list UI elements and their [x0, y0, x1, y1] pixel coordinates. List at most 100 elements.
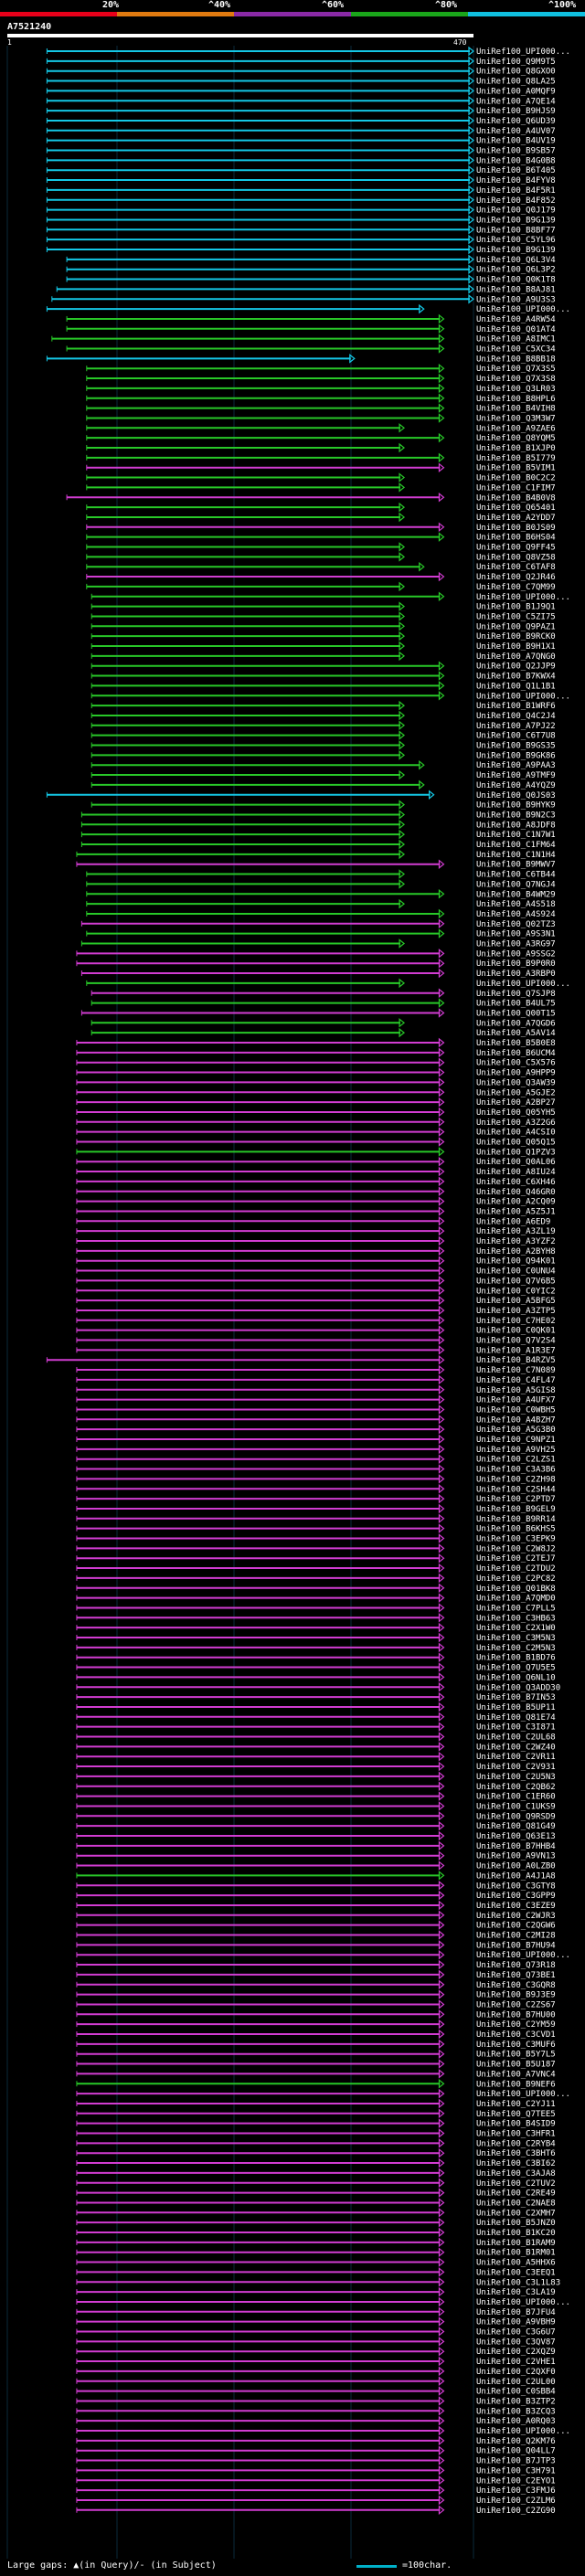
hit-label[interactable]: UniRef100_Q4C2J4	[476, 712, 556, 721]
hit-label[interactable]: UniRef100_Q7NGJ4	[476, 880, 556, 889]
hit-label[interactable]: UniRef100_B7JTP3	[476, 2457, 556, 2466]
hit-label[interactable]: UniRef100_C6TB44	[476, 871, 556, 880]
hit-label[interactable]: UniRef100_Q8GXO0	[476, 68, 556, 77]
hit-label[interactable]: UniRef100_A9S3N1	[476, 930, 556, 939]
hit-label[interactable]: UniRef100_Q3M3W7	[476, 414, 556, 423]
hit-label[interactable]: UniRef100_A5Z5J1	[476, 1207, 556, 1216]
hit-label[interactable]: UniRef100_B7KWX4	[476, 673, 556, 682]
hit-label[interactable]: UniRef100_C2X1W0	[476, 1624, 556, 1633]
hit-label[interactable]: UniRef100_C2U5N3	[476, 1773, 556, 1782]
hit-label[interactable]: UniRef100_A9VN13	[476, 1852, 556, 1861]
hit-label[interactable]: UniRef100_B8BF77	[476, 226, 556, 235]
hit-label[interactable]: UniRef100_A4S924	[476, 910, 556, 919]
hit-label[interactable]: UniRef100_C3HB63	[476, 1614, 556, 1623]
hit-label[interactable]: UniRef100_C3L1L83	[476, 2278, 560, 2287]
hit-label[interactable]: UniRef100_C2ZH98	[476, 1475, 556, 1484]
hit-label[interactable]: UniRef100_B7IN53	[476, 1693, 556, 1702]
hit-label[interactable]: UniRef100_C2YM59	[476, 2020, 556, 2030]
hit-label[interactable]: UniRef100_C2UL68	[476, 1733, 556, 1743]
hit-label[interactable]: UniRef100_B4B0V8	[476, 493, 556, 503]
hit-label[interactable]: UniRef100_Q05YH5	[476, 1108, 556, 1118]
hit-label[interactable]: UniRef100_A2BYH8	[476, 1247, 556, 1256]
hit-label[interactable]: UniRef100_C2PC82	[476, 1574, 556, 1584]
hit-label[interactable]: UniRef100_UPI000...	[476, 980, 570, 989]
hit-label[interactable]: UniRef100_A9ZAE6	[476, 424, 556, 433]
hit-label[interactable]: UniRef100_A2CQ09	[476, 1198, 556, 1207]
hit-label[interactable]: UniRef100_C2SH44	[476, 1485, 556, 1494]
hit-label[interactable]: UniRef100_A6ED9	[476, 1217, 550, 1226]
hit-label[interactable]: UniRef100_Q3ADD30	[476, 1683, 560, 1692]
hit-label[interactable]: UniRef100_Q94K01	[476, 1257, 556, 1267]
hit-label[interactable]: UniRef100_UPI000...	[476, 593, 570, 602]
hit-label[interactable]: UniRef100_Q63E13	[476, 1832, 556, 1841]
hit-label[interactable]: UniRef100_Q6NL10	[476, 1673, 556, 1682]
hit-label[interactable]: UniRef100_A3RG97	[476, 940, 556, 949]
hit-label[interactable]: UniRef100_C7HE02	[476, 1317, 556, 1326]
hit-label[interactable]: UniRef100_B9GS35	[476, 742, 556, 751]
hit-label[interactable]: UniRef100_C2EYO1	[476, 2476, 556, 2486]
hit-label[interactable]: UniRef100_C2V931	[476, 1763, 556, 1772]
hit-label[interactable]: UniRef100_Q73BE1	[476, 1971, 556, 1980]
hit-label[interactable]: UniRef100_Q8YQM5	[476, 434, 556, 443]
hit-label[interactable]: UniRef100_Q6L3P2	[476, 266, 556, 275]
hit-label[interactable]: UniRef100_C1UKS9	[476, 1802, 556, 1811]
hit-label[interactable]: UniRef100_C2MI28	[476, 1932, 556, 1941]
hit-label[interactable]: UniRef100_Q7X3S8	[476, 375, 556, 384]
hit-label[interactable]: UniRef100_C3EEQ1	[476, 2268, 556, 2277]
hit-label[interactable]: UniRef100_A3ZL19	[476, 1227, 556, 1236]
hit-label[interactable]: UniRef100_C1N7W1	[476, 831, 556, 840]
hit-label[interactable]: UniRef100_Q7X3S5	[476, 365, 556, 374]
hit-label[interactable]: UniRef100_A8IU24	[476, 1168, 556, 1177]
hit-label[interactable]: UniRef100_A4RW54	[476, 315, 556, 324]
hit-label[interactable]: UniRef100_C5XC34	[476, 345, 556, 355]
hit-label[interactable]: UniRef100_C9NPZ1	[476, 1436, 556, 1445]
hit-label[interactable]: UniRef100_Q6L3V4	[476, 256, 556, 265]
hit-label[interactable]: UniRef100_C3A3B6	[476, 1466, 556, 1475]
hit-label[interactable]: UniRef100_C2PTD7	[476, 1495, 556, 1504]
hit-label[interactable]: UniRef100_C3AJA8	[476, 2169, 556, 2178]
hit-label[interactable]: UniRef100_C3EPK9	[476, 1535, 556, 1544]
hit-label[interactable]: UniRef100_UPI000...	[476, 48, 570, 57]
hit-label[interactable]: UniRef100_B4F5R1	[476, 186, 556, 196]
hit-label[interactable]: UniRef100_Q0J179	[476, 207, 556, 216]
hit-label[interactable]: UniRef100_C7N089	[476, 1366, 556, 1375]
hit-label[interactable]: UniRef100_C3GQR8	[476, 1981, 556, 1990]
hit-label[interactable]: UniRef100_A5BFG5	[476, 1297, 556, 1306]
hit-label[interactable]: UniRef100_C2RYB4	[476, 2139, 556, 2148]
hit-label[interactable]: UniRef100_C2QXF0	[476, 2368, 556, 2377]
hit-label[interactable]: UniRef100_Q73R18	[476, 1961, 556, 1970]
hit-label[interactable]: UniRef100_C2QGW6	[476, 1922, 556, 1931]
hit-label[interactable]: UniRef100_B8HPL6	[476, 395, 556, 404]
hit-label[interactable]: UniRef100_B5B0E8	[476, 1039, 556, 1048]
hit-label[interactable]: UniRef100_Q9FF45	[476, 544, 556, 553]
hit-label[interactable]: UniRef100_C0UNU4	[476, 1267, 556, 1277]
hit-label[interactable]: UniRef100_B4WM29	[476, 890, 556, 899]
hit-label[interactable]: UniRef100_B5JNZ0	[476, 2219, 556, 2228]
hit-label[interactable]: UniRef100_B6KHS5	[476, 1525, 556, 1534]
hit-label[interactable]: UniRef100_C2XQZ9	[476, 2348, 556, 2357]
hit-label[interactable]: UniRef100_Q00T15	[476, 1009, 556, 1018]
hit-label[interactable]: UniRef100_B1BD76	[476, 1654, 556, 1663]
hit-label[interactable]: UniRef100_Q46GR0	[476, 1188, 556, 1197]
hit-label[interactable]: UniRef100_A5GJE2	[476, 1088, 556, 1097]
hit-label[interactable]: UniRef100_Q9RSD9	[476, 1812, 556, 1821]
hit-label[interactable]: UniRef100_Q9PAZ1	[476, 622, 556, 631]
hit-label[interactable]: UniRef100_Q0AL06	[476, 1158, 556, 1167]
hit-label[interactable]: UniRef100_Q6UD39	[476, 117, 556, 126]
hit-label[interactable]: UniRef100_A7QNG0	[476, 652, 556, 662]
hit-label[interactable]: UniRef100_B5I779	[476, 454, 556, 463]
hit-label[interactable]: UniRef100_A1R3E7	[476, 1346, 556, 1355]
hit-label[interactable]: UniRef100_A3YZF2	[476, 1237, 556, 1246]
hit-label[interactable]: UniRef100_B6HS04	[476, 534, 556, 543]
hit-label[interactable]: UniRef100_C3GTY8	[476, 1882, 556, 1891]
hit-label[interactable]: UniRef100_B7HU94	[476, 1941, 556, 1950]
hit-label[interactable]: UniRef100_Q01AT4	[476, 325, 556, 334]
hit-label[interactable]: UniRef100_Q1PZV3	[476, 1148, 556, 1157]
hit-label[interactable]: UniRef100_Q7SJP8	[476, 990, 556, 999]
hit-label[interactable]: UniRef100_C3G6U7	[476, 2328, 556, 2337]
hit-label[interactable]: UniRef100_Q2JR46	[476, 573, 556, 582]
hit-label[interactable]: UniRef100_A3ZTP5	[476, 1307, 556, 1316]
hit-label[interactable]: UniRef100_C2ZG90	[476, 2507, 556, 2516]
hit-label[interactable]: UniRef100_Q65401	[476, 504, 556, 513]
hit-label[interactable]: UniRef100_B9SB57	[476, 147, 556, 156]
